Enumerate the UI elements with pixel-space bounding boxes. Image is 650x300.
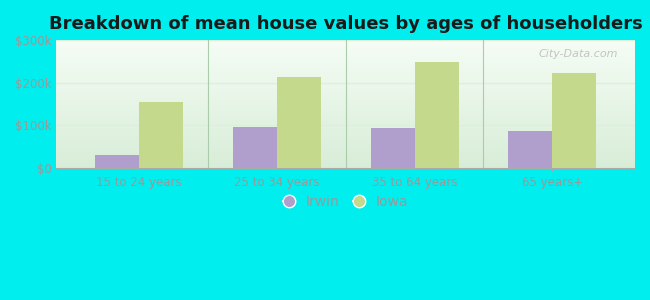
Bar — [370, 128, 415, 168]
Bar — [233, 128, 277, 168]
Bar — [139, 102, 183, 168]
Bar — [552, 73, 597, 168]
Legend: Irwin, Iowa: Irwin, Iowa — [278, 190, 413, 215]
Bar — [95, 155, 139, 168]
Bar — [277, 77, 321, 168]
Bar — [508, 131, 552, 168]
Title: Breakdown of mean house values by ages of householders: Breakdown of mean house values by ages o… — [49, 15, 643, 33]
Text: City-Data.com: City-Data.com — [538, 49, 617, 59]
Bar — [415, 62, 459, 168]
